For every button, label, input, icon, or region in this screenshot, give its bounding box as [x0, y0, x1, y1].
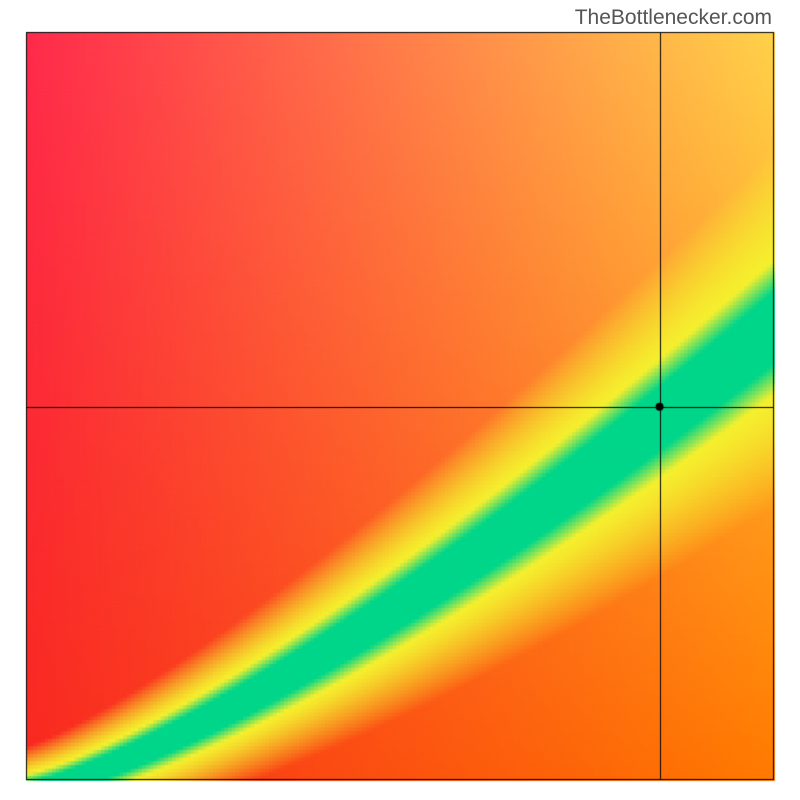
watermark-text: TheBottlenecker.com: [575, 6, 772, 30]
heatmap-canvas: [0, 0, 800, 800]
chart-container: TheBottlenecker.com: [0, 0, 800, 800]
